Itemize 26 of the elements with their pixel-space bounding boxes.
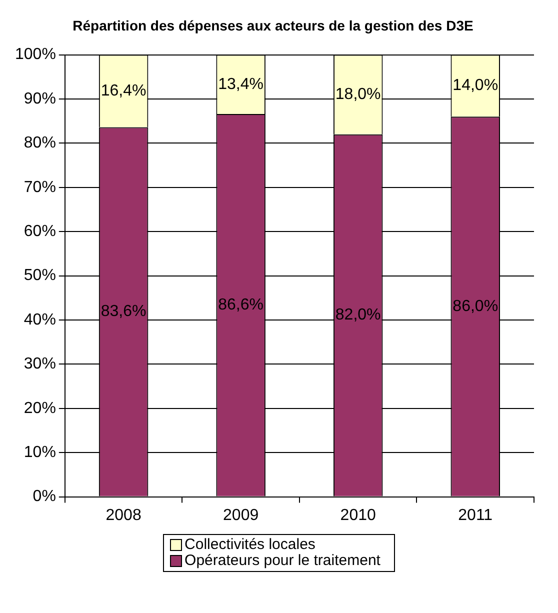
x-tick-label: 2009 — [223, 506, 259, 524]
y-tick-label: 40% — [24, 311, 56, 328]
data-label: 86,6% — [218, 296, 264, 314]
x-tick-label: 2008 — [106, 506, 142, 524]
chart-title: Répartition des dépenses aux acteurs de la gestion des D3E — [72, 17, 474, 34]
data-label: 16,4% — [100, 82, 146, 100]
data-label: 83,6% — [100, 303, 146, 320]
data-label: 18,0% — [335, 86, 381, 103]
data-label: 86,0% — [452, 298, 498, 315]
y-tick-label: 30% — [24, 356, 56, 373]
y-tick-label: 80% — [24, 134, 56, 152]
y-tick-label: 70% — [24, 178, 56, 196]
y-tick-label: 90% — [24, 90, 56, 108]
y-tick-label: 50% — [24, 267, 56, 284]
x-tick-label: 2010 — [340, 506, 376, 524]
legend-label: Collectivités locales — [184, 536, 316, 553]
data-label: 13,4% — [218, 76, 264, 93]
y-tick-label: 0% — [32, 488, 56, 506]
x-tick-label: 2011 — [458, 506, 493, 524]
y-tick-label: 100% — [15, 46, 56, 64]
y-tick-label: 20% — [24, 400, 56, 417]
y-tick-label: 10% — [24, 444, 56, 462]
legend-label: Opérateurs pour le traitement — [184, 552, 380, 569]
y-tick-label: 60% — [24, 223, 56, 240]
data-label: 82,0% — [335, 306, 381, 324]
data-label: 14,0% — [452, 77, 498, 94]
